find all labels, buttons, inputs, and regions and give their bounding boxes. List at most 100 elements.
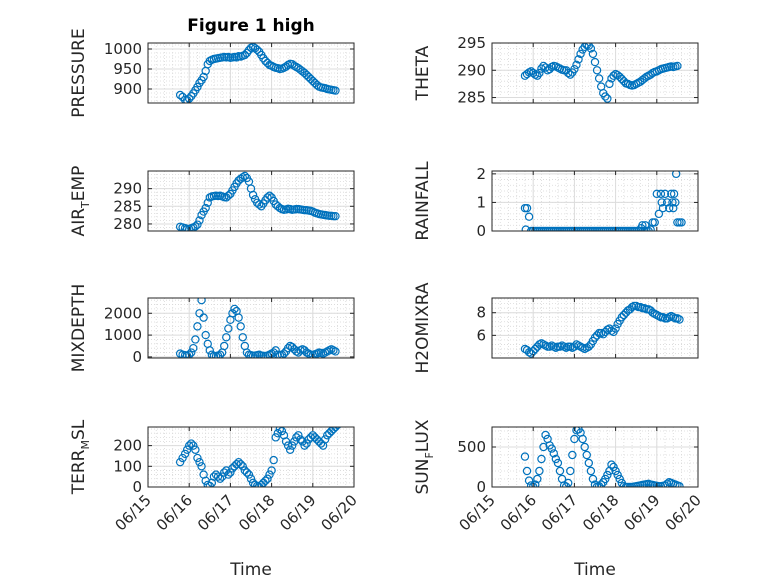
data-point [596,480,606,487]
data-point [236,460,245,469]
data-point [207,350,217,358]
data-point [285,445,295,454]
data-point [246,350,256,358]
data-series [520,301,684,358]
data-point [230,304,239,314]
axes-box [491,426,699,488]
data-point [275,427,285,434]
data-point [586,466,596,476]
y-tick-label: 0 [132,478,142,496]
subplot-rainfall: 0 1 2 RAINFALL [413,161,699,241]
data-point [574,55,583,64]
y-axis-label: TERRMSL [69,419,92,495]
data-point [257,351,266,358]
axes-box [491,297,699,359]
data-point [568,450,577,460]
data-point [619,310,629,320]
data-point [603,470,612,480]
data-point [640,74,649,83]
data-point [273,350,282,358]
data-point [240,171,250,181]
data-point [175,90,185,100]
data-point [203,198,212,207]
data-point [201,203,210,213]
data-point [215,350,225,358]
data-point [222,333,231,342]
y-tick-label: 280 [113,215,142,233]
data-point [520,452,530,461]
data-point [187,439,196,448]
data-point [265,191,274,200]
data-point [232,53,241,62]
y-tick-label: 100 [113,457,142,475]
data-point [531,480,540,487]
y-axis-label: H2OMIXRA [413,282,433,373]
y-tick-label: 6 [476,326,486,344]
data-point [320,435,330,444]
data-point [522,69,532,79]
data-point [224,470,233,479]
data-point [178,453,187,463]
data-point [238,333,247,342]
data-point [193,453,202,463]
data-point [182,224,192,231]
y-tick-label: 290 [113,180,142,198]
x-axis-label: Time [573,560,616,580]
y-tick-label: 8 [476,304,486,322]
data-point [529,68,538,78]
axes-box [147,297,355,359]
y-tick-label: 295 [457,34,486,52]
data-point [660,189,670,199]
data-point [590,333,600,342]
data-point [564,68,573,78]
data-point [566,70,575,79]
data-point [588,49,598,59]
axes-box [491,42,699,104]
data-point [302,439,311,448]
data-point [191,222,200,231]
data-point [570,434,579,444]
data-point [669,203,678,213]
data-point [648,480,657,487]
data-point [197,298,206,305]
data-point [189,441,198,450]
data-point [605,79,614,89]
x-tick-label: 06/20 [318,491,361,534]
data-point [650,218,659,227]
data-point [601,92,610,101]
data-point [592,66,602,75]
y-tick-label: 290 [457,61,486,79]
data-point [238,173,247,182]
data-point [671,480,680,487]
data-point [572,60,581,70]
data-point [675,315,684,324]
y-axis-label: AIRTEMP [69,166,92,237]
data-point [572,427,581,435]
data-point [242,468,252,477]
data-point [283,343,293,353]
data-point [224,191,233,200]
data-point [594,74,604,83]
x-tick-label: 06/19 [276,491,319,534]
data-point [584,458,594,468]
data-series [175,298,340,358]
data-point [180,223,190,231]
data-point [588,474,598,484]
data-point [522,466,532,476]
data-point [524,476,534,485]
data-point [650,481,659,487]
data-point [205,346,214,355]
data-point [669,189,679,199]
data-point [537,454,546,464]
data-point [182,445,192,454]
data-point [609,71,618,80]
data-point [522,203,532,213]
data-point [244,470,254,479]
data-point [535,466,544,476]
data-point [288,441,297,450]
data-point [265,470,274,479]
data-point [652,189,662,199]
